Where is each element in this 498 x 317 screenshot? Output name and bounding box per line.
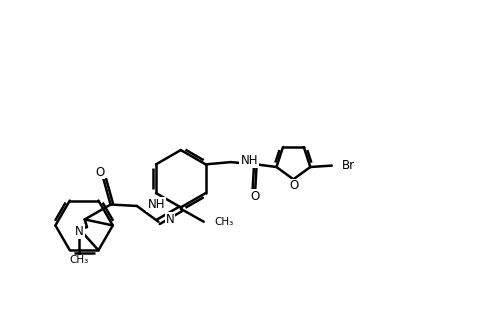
Text: O: O	[290, 179, 299, 192]
Text: O: O	[95, 165, 104, 178]
Text: CH₃: CH₃	[70, 256, 89, 265]
Text: N: N	[75, 225, 84, 238]
Text: NH: NH	[147, 197, 165, 210]
Text: NH: NH	[241, 154, 258, 167]
Text: Br: Br	[342, 159, 356, 172]
Text: CH₃: CH₃	[214, 217, 234, 227]
Text: N: N	[166, 213, 174, 226]
Text: O: O	[250, 190, 260, 203]
